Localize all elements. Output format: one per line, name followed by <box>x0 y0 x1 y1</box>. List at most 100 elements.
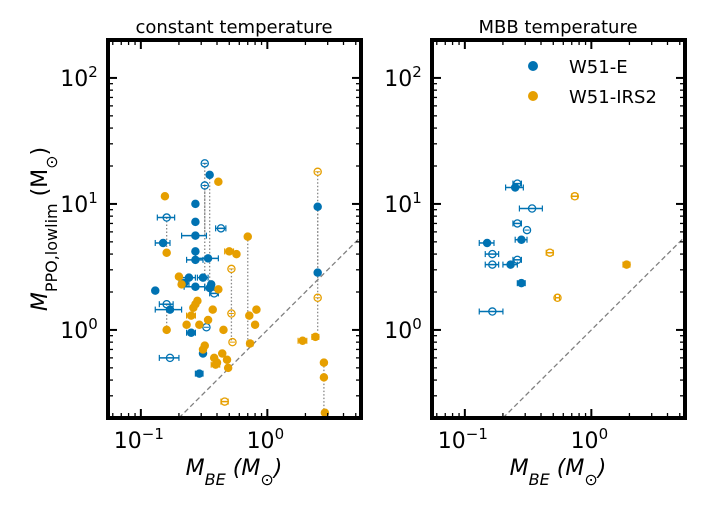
data-point <box>160 192 170 201</box>
data-point <box>223 363 233 373</box>
data-point <box>205 170 214 180</box>
y-tick-label: 102 <box>60 63 98 92</box>
data-point <box>191 247 200 256</box>
data-point <box>313 268 322 277</box>
data-point <box>200 181 209 190</box>
data-point <box>198 273 208 282</box>
x-axis-label-left: MBE (M⊙) <box>186 456 283 489</box>
data-point <box>191 231 200 240</box>
data-point <box>203 315 213 325</box>
x-tick-label: 10−1 <box>114 425 164 454</box>
data-point <box>174 272 184 281</box>
tick-labels: 10−1 100 100 101 102 <box>60 63 284 454</box>
data-point <box>311 332 320 342</box>
connector-lines <box>166 163 325 413</box>
data-point <box>165 305 175 314</box>
data-point <box>200 159 209 168</box>
x-tick-label: 100 <box>571 425 609 454</box>
data-point <box>622 260 631 269</box>
data-point <box>216 224 226 233</box>
data-point <box>313 167 322 177</box>
data-point <box>250 320 260 329</box>
data-point <box>195 320 204 329</box>
data-point <box>482 238 492 248</box>
data-point <box>184 273 194 282</box>
data-point <box>513 219 522 228</box>
data-point <box>195 369 204 378</box>
plot-area-left: 10−1 100 100 101 102 <box>60 39 361 454</box>
y-axis-label: MPPO,lowlim (M⊙) <box>28 147 61 311</box>
data-point <box>214 177 223 186</box>
y-tick-label: 101 <box>384 189 422 218</box>
data-point <box>319 358 329 367</box>
data-point <box>570 192 580 201</box>
x-axis-label-right: MBE (M⊙) <box>510 456 607 489</box>
data-point <box>162 213 171 222</box>
data-point <box>513 179 522 188</box>
panel-mbb-temperature: MBB temperature 10−1 100 100 101 102 MBE (M⊙… <box>384 17 687 489</box>
data-point <box>243 232 252 241</box>
data-point <box>203 254 213 263</box>
data-point <box>522 225 532 235</box>
legend-marker-w51-e <box>528 61 538 71</box>
legend: W51-E W51-IRS2 <box>528 57 657 108</box>
data-point <box>513 255 522 265</box>
data-point <box>186 311 196 320</box>
data-point <box>158 238 168 248</box>
x-tick-label: 10−1 <box>438 425 488 454</box>
legend-label-w51-irs2: W51-IRS2 <box>569 87 657 108</box>
data-point <box>177 280 186 289</box>
axes-frame-right <box>430 38 687 420</box>
data-point <box>545 248 555 257</box>
data-point <box>227 309 236 318</box>
data-point <box>208 305 217 314</box>
data-point <box>228 337 237 347</box>
data-point <box>298 336 307 346</box>
series-w51-irs2 <box>160 167 330 418</box>
data-point <box>225 247 234 256</box>
legend-marker-w51-irs2 <box>528 91 538 101</box>
data-point <box>527 204 537 213</box>
y-tick-label: 102 <box>384 63 422 92</box>
data-point <box>200 341 209 350</box>
data-point <box>214 285 223 294</box>
data-point <box>219 325 228 335</box>
data-point <box>212 358 222 367</box>
data-point <box>227 264 236 274</box>
series-w51-e <box>151 159 322 378</box>
series-w51-irs2 <box>545 192 631 303</box>
one-to-one-reference-line <box>178 236 361 418</box>
legend-label-w51-e: W51-E <box>569 57 628 78</box>
data-point <box>186 328 196 337</box>
panel-constant-temperature: constant temperature 10−1 100 100 101 102 MB… <box>28 17 363 489</box>
y-tick-label: 101 <box>60 189 98 218</box>
data-point <box>191 282 200 292</box>
panel-title-left: constant temperature <box>135 17 332 38</box>
data-point <box>517 278 526 288</box>
tick-labels: 10−1 100 100 101 102 <box>384 63 608 454</box>
data-point <box>245 311 254 320</box>
data-point <box>193 296 202 306</box>
data-point <box>151 286 160 295</box>
axes-frame-left <box>106 38 363 420</box>
data-point <box>488 260 497 269</box>
x-tick-label: 100 <box>247 425 285 454</box>
data-point <box>191 199 200 209</box>
data-point <box>488 249 497 259</box>
data-point <box>162 248 171 257</box>
panel-title-right: MBB temperature <box>478 17 637 38</box>
y-tick-label: 100 <box>384 315 422 344</box>
data-point <box>191 217 200 227</box>
data-point <box>162 325 171 335</box>
y-tick-label: 100 <box>60 315 98 344</box>
data-point <box>217 349 227 358</box>
data-point <box>222 355 232 364</box>
data-point <box>553 293 562 303</box>
data-point <box>165 353 175 363</box>
one-to-one-reference-line <box>502 236 685 418</box>
data-point <box>220 397 229 406</box>
data-point <box>182 320 191 329</box>
data-point <box>313 293 322 303</box>
data-point <box>232 249 241 259</box>
